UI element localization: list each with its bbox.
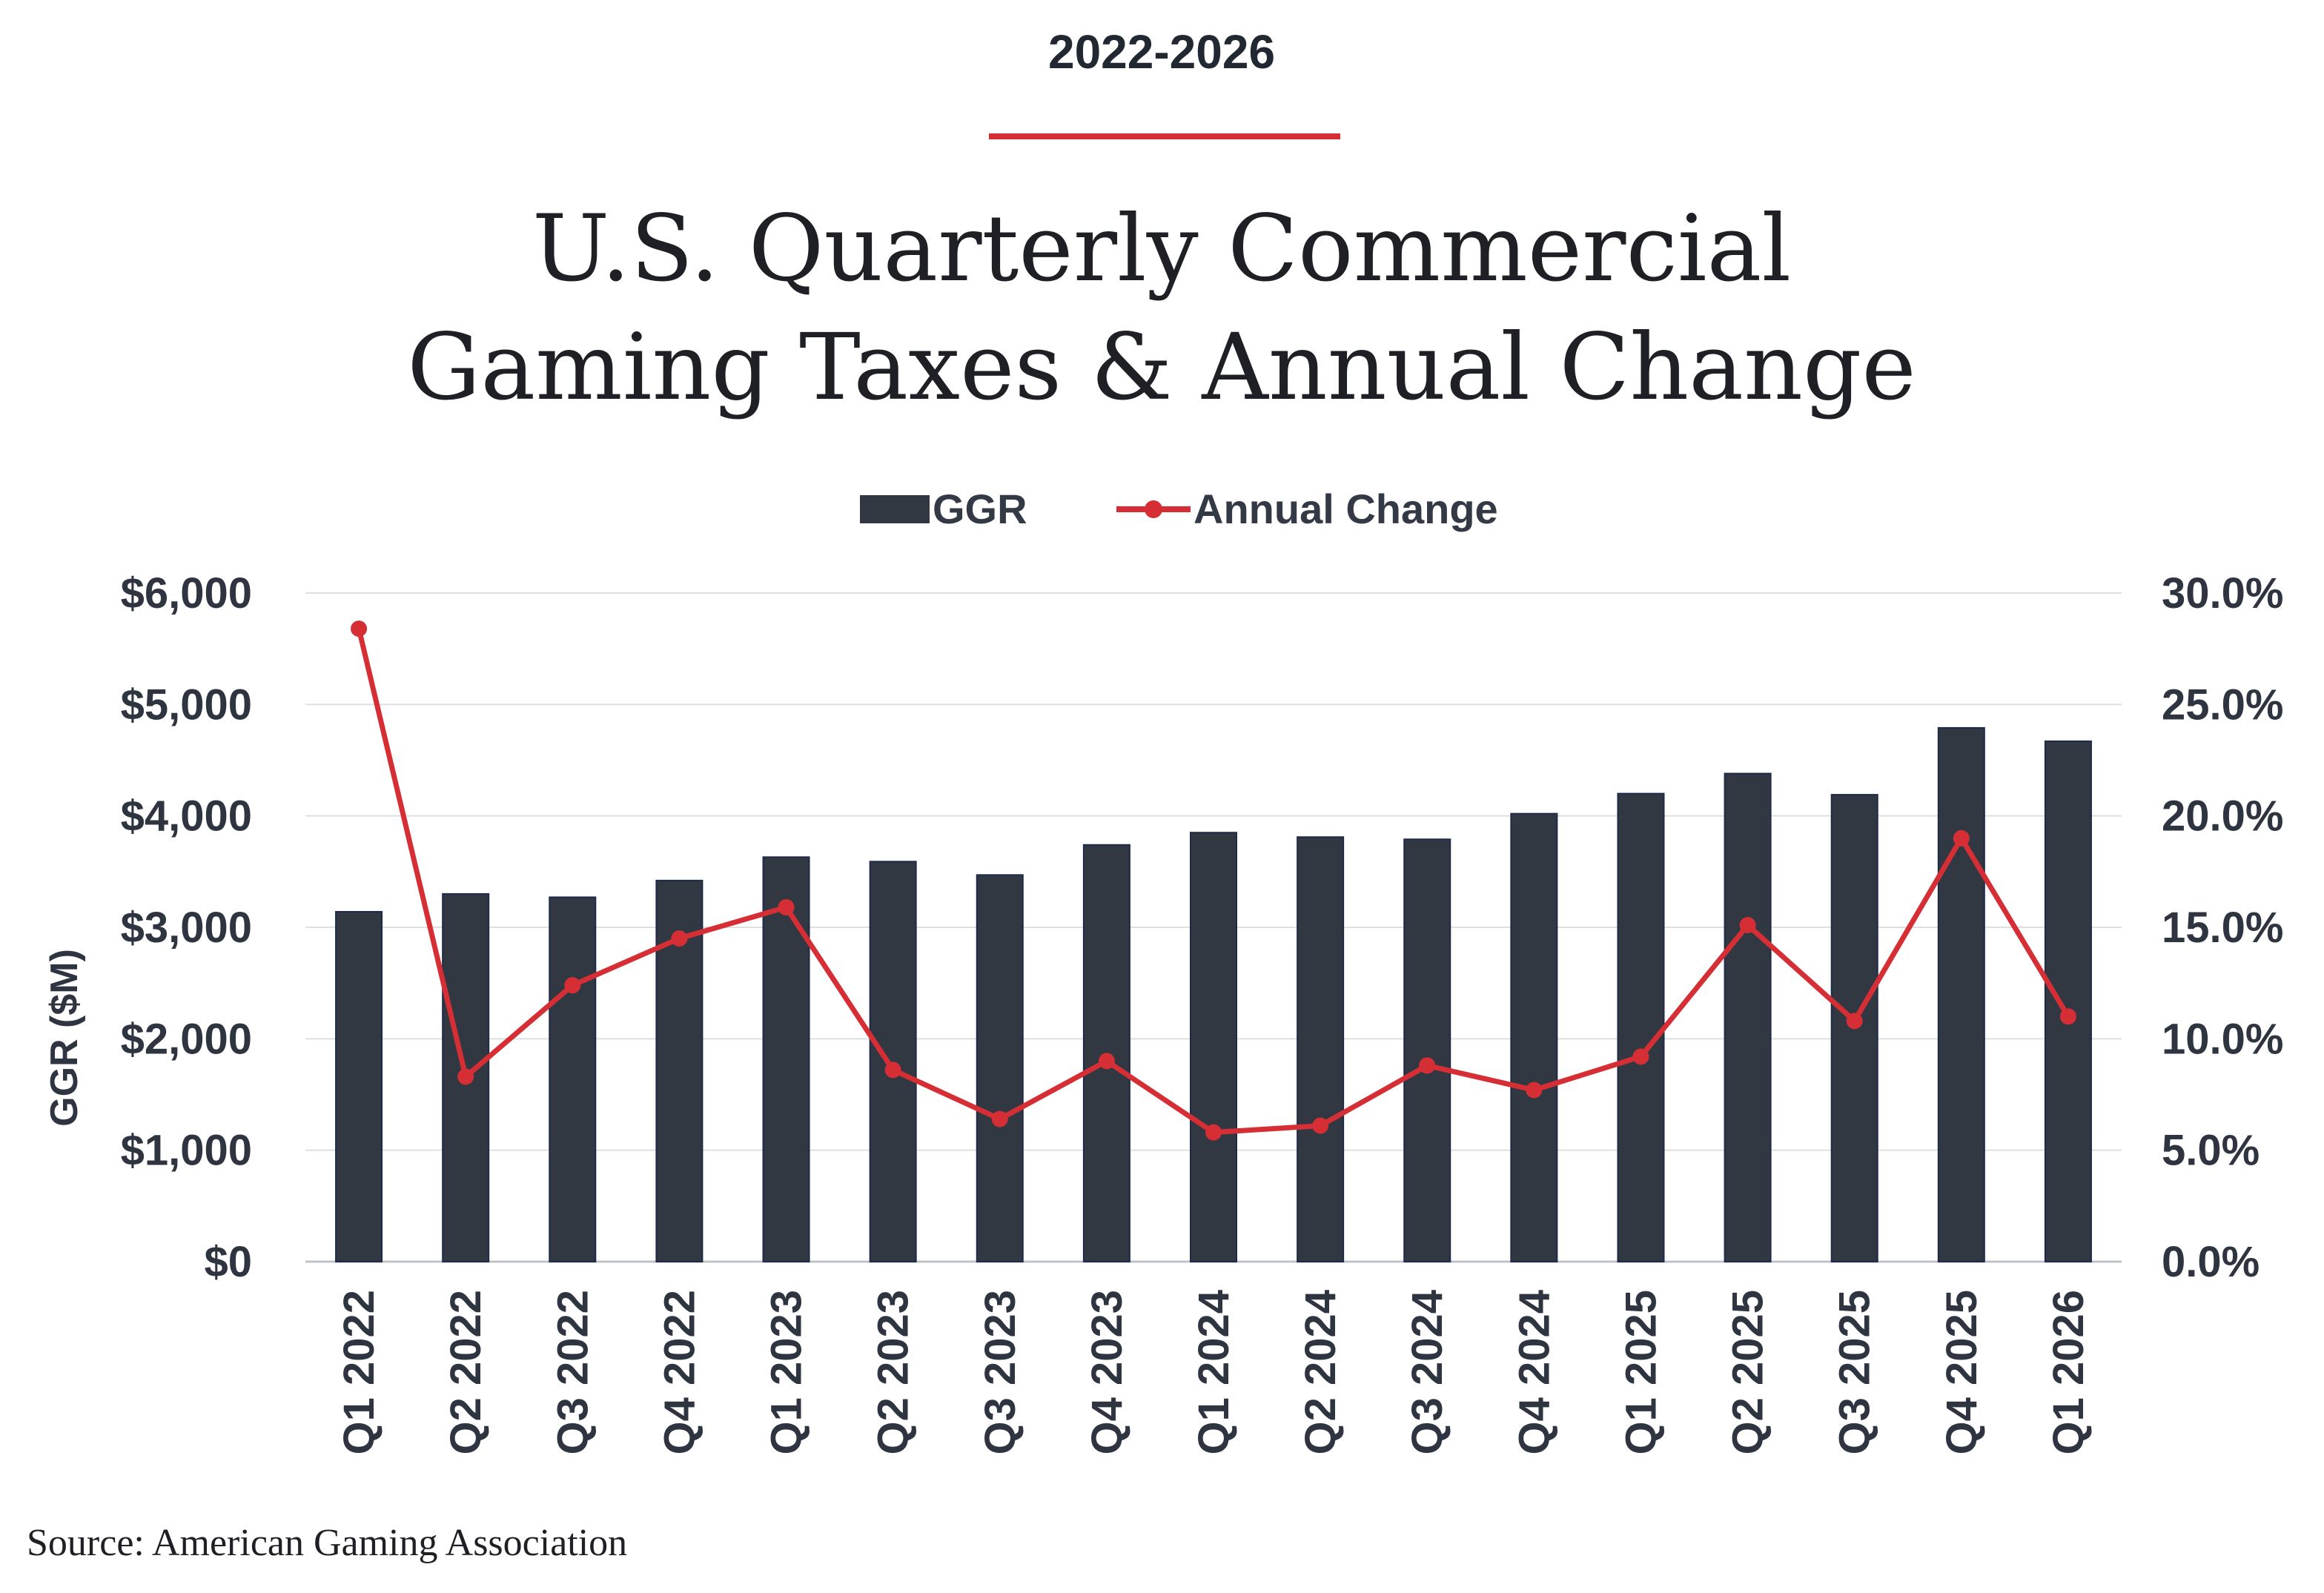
annual-change-point xyxy=(671,930,688,947)
bar-ggr xyxy=(1617,792,1665,1262)
y2-tick-label: 25.0% xyxy=(2162,680,2283,729)
x-tick-label: Q2 2024 xyxy=(1297,1290,1345,1455)
y-tick-label: $1,000 xyxy=(121,1127,252,1175)
annual-change-point xyxy=(1205,1124,1222,1141)
y-tick-label: $3,000 xyxy=(121,904,252,952)
annual-change-point xyxy=(1739,916,1756,933)
bar-ggr xyxy=(335,910,383,1263)
chart-title-line-2: Gaming Taxes & Annual Change xyxy=(407,314,1916,421)
bar-ggr xyxy=(1937,726,1985,1262)
annual-change-point xyxy=(1098,1053,1115,1070)
chart-subtitle: 2022-2026 xyxy=(1048,25,1275,79)
bar-ggr xyxy=(976,874,1024,1263)
y-tick-label: $4,000 xyxy=(121,792,252,841)
x-tick-label: Q2 2022 xyxy=(442,1290,490,1455)
chart-title-line-1: U.S. Quarterly Commercial xyxy=(532,196,1791,302)
x-tick-label: Q1 2025 xyxy=(1617,1290,1665,1455)
x-tick-label: Q3 2025 xyxy=(1831,1290,1879,1455)
bar-ggr xyxy=(1724,772,1772,1263)
legend-swatch-ggr xyxy=(860,495,930,523)
bar-ggr xyxy=(1403,838,1451,1262)
annual-change-point xyxy=(457,1068,474,1085)
x-tick-label: Q1 2024 xyxy=(1190,1290,1238,1455)
legend-marker-annual-change xyxy=(1145,500,1162,518)
x-tick-label: Q4 2024 xyxy=(1510,1290,1558,1455)
annual-change-point xyxy=(991,1110,1008,1127)
bar-ggr xyxy=(1510,812,1558,1263)
x-tick-label: Q3 2022 xyxy=(549,1290,597,1455)
annual-change-point xyxy=(2059,1008,2076,1025)
y2-axis-ticks: 0.0% 5.0% 10.0% 15.0% 20.0% 25.0% 30.0% xyxy=(2162,569,2283,1286)
x-tick-label: Q4 2022 xyxy=(655,1290,704,1455)
annual-change-point xyxy=(1526,1082,1543,1099)
bar-ggr xyxy=(1297,836,1345,1262)
annual-change-point xyxy=(778,898,795,915)
x-tick-label: Q4 2023 xyxy=(1083,1290,1131,1455)
y2-tick-label: 30.0% xyxy=(2162,569,2283,617)
annual-change-point xyxy=(1846,1013,1863,1030)
y-tick-label: $0 xyxy=(204,1238,252,1286)
y2-tick-label: 20.0% xyxy=(2162,792,2283,841)
legend-label-annual-change: Annual Change xyxy=(1194,486,1498,532)
x-axis-ticks: Q1 2022 Q2 2022 Q3 2022 Q4 2022 Q1 2023 Q2 20… xyxy=(335,1290,2093,1455)
y-tick-label: $5,000 xyxy=(121,680,252,729)
bar-ggr xyxy=(2044,740,2092,1262)
y2-tick-label: 10.0% xyxy=(2162,1015,2283,1063)
y2-tick-label: 5.0% xyxy=(2162,1127,2260,1175)
x-tick-label: Q1 2022 xyxy=(335,1290,383,1455)
x-tick-label: Q2 2025 xyxy=(1724,1290,1772,1455)
legend-label-ggr: GGR xyxy=(933,486,1027,532)
x-tick-label: Q1 2023 xyxy=(763,1290,811,1455)
y-axis-ticks: $0 $1,000 $2,000 $3,000 $4,000 $5,000 $6,000 xyxy=(121,569,252,1286)
y2-tick-label: 15.0% xyxy=(2162,904,2283,952)
x-tick-label: Q1 2026 xyxy=(2045,1290,2093,1455)
x-tick-label: Q3 2023 xyxy=(976,1290,1024,1455)
annual-change-point xyxy=(884,1062,901,1079)
annual-change-point xyxy=(351,620,368,637)
annual-change-point xyxy=(1632,1048,1649,1065)
x-tick-label: Q4 2025 xyxy=(1938,1290,1986,1455)
bar-ggr xyxy=(1190,832,1237,1262)
annual-change-point xyxy=(1419,1057,1436,1074)
source-note: Source: American Gaming Association xyxy=(27,1522,627,1564)
y-tick-label: $6,000 xyxy=(121,569,252,617)
x-tick-label: Q3 2024 xyxy=(1403,1290,1451,1455)
y-tick-label: $2,000 xyxy=(121,1015,252,1063)
bar-ggr xyxy=(762,856,810,1263)
legend: GGR Annual Change xyxy=(860,486,1498,532)
bar-ggr xyxy=(549,896,597,1263)
y-axis-title: GGR ($M) xyxy=(43,949,86,1127)
y2-tick-label: 0.0% xyxy=(2162,1238,2260,1286)
bars xyxy=(335,726,2092,1263)
bar-ggr xyxy=(869,861,917,1262)
x-tick-label: Q2 2023 xyxy=(870,1290,918,1455)
annual-change-point xyxy=(1953,829,1970,847)
annual-change-point xyxy=(564,977,581,994)
annual-change-line xyxy=(351,620,2076,1141)
annual-change-point xyxy=(1312,1117,1329,1134)
